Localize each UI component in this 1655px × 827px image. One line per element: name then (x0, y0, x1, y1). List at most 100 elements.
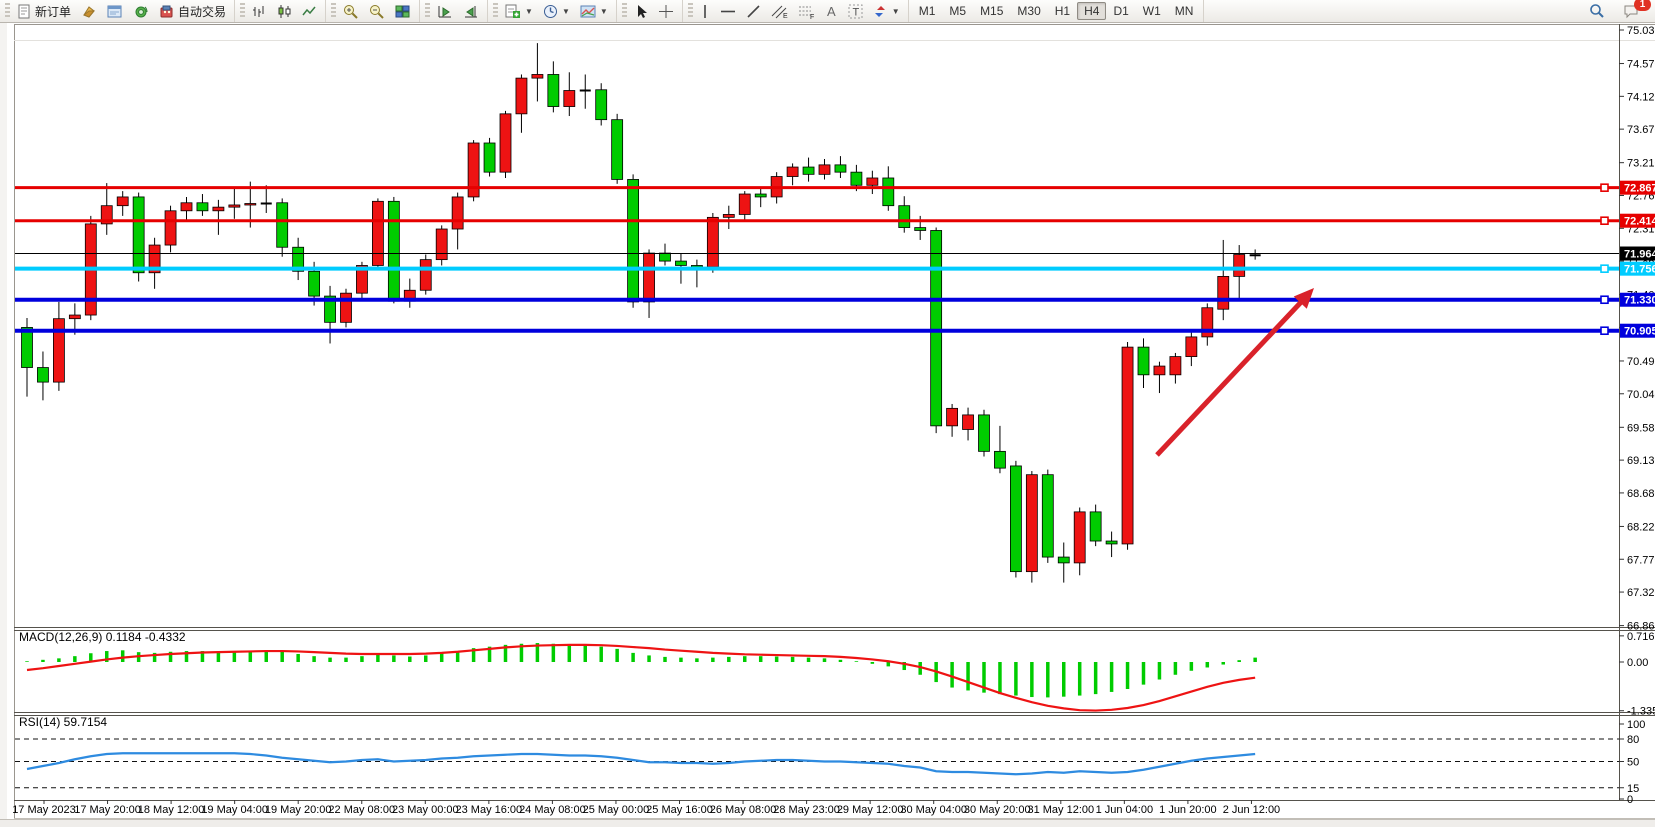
market-watch-icon (133, 4, 149, 19)
macd-indicator-title: MACD(12,26,9) 0.1184 -0.4332 (19, 630, 186, 644)
time-axis-label: 22 May 08:00 (328, 804, 395, 816)
toolbar-group (420, 0, 489, 22)
time-axis-label: 1 Jun 20:00 (1159, 804, 1217, 816)
crosshair-icon[interactable] (653, 2, 679, 21)
toolbar-group (617, 0, 683, 22)
templates-button[interactable]: ▼ (575, 2, 613, 21)
zoom-in-icon (343, 4, 359, 19)
svg-text:74.570: 74.570 (1627, 59, 1655, 71)
time-axis-label: 24 May 08:00 (519, 804, 586, 816)
notifications-icon[interactable]: 1 (1618, 0, 1651, 21)
terminal-window-icon[interactable] (102, 2, 128, 21)
vertical-line-icon (700, 4, 710, 19)
toolbar-group (235, 0, 327, 22)
zoom-out-icon[interactable] (364, 2, 390, 21)
templates-button-icon (580, 4, 596, 19)
text-icon: A (825, 4, 838, 19)
time-axis-label: 23 May 00:00 (392, 804, 459, 816)
svg-text:66.860: 66.860 (1627, 621, 1655, 633)
svg-text:68.680: 68.680 (1627, 488, 1655, 500)
zoom-in-icon[interactable] (338, 2, 364, 21)
charts-gallery-icon[interactable] (76, 2, 102, 21)
time-axis-label: 23 May 16:00 (456, 804, 523, 816)
charts-gallery-icon (81, 4, 97, 19)
toolbar-grip[interactable] (687, 3, 693, 19)
zoom-out-icon (369, 4, 385, 19)
cursor-icon (634, 4, 648, 19)
timeframe-w1[interactable]: W1 (1142, 4, 1161, 18)
line-chart-icon[interactable] (297, 2, 322, 21)
auto-scroll-icon (437, 4, 453, 19)
tile-windows-icon[interactable] (390, 2, 416, 21)
toolbar-grip[interactable] (5, 3, 10, 19)
svg-text:E: E (783, 13, 788, 19)
svg-text:-1.3351: -1.3351 (1627, 706, 1655, 718)
horizontal-line-icon[interactable] (715, 2, 741, 21)
arrows-icon (874, 4, 888, 19)
svg-text:69.580: 69.580 (1627, 422, 1655, 434)
cursor-icon[interactable] (629, 2, 653, 21)
bar-chart-icon[interactable] (247, 2, 272, 21)
timeframe-d1[interactable]: D1 (1113, 4, 1129, 18)
notification-badge: 1 (1634, 0, 1651, 11)
timeframe-m5[interactable]: M5 (949, 4, 967, 18)
auto-scroll-icon[interactable] (432, 2, 458, 21)
svg-text:T: T (852, 6, 859, 18)
text-label-icon: T (848, 4, 864, 19)
svg-text:F: F (810, 14, 814, 19)
price-chart[interactable]: 75.03074.57074.12073.67073.21072.76072.3… (7, 23, 1655, 819)
chart-window: ▼ USOil-,H4 71.944 72.016 71.878 71.964 … (0, 23, 1655, 819)
horizontal-line-icon (720, 4, 736, 19)
toolbar-grip[interactable] (493, 3, 499, 19)
auto-trading-button[interactable]: 自动交易 (154, 1, 231, 22)
time-axis-label: 28 May 23:00 (773, 804, 840, 816)
text-icon[interactable]: A (820, 2, 843, 21)
candlestick-chart-icon[interactable] (272, 2, 297, 21)
time-axis-label: 1 Jun 04:00 (1096, 804, 1154, 816)
svg-text:68.220: 68.220 (1627, 521, 1655, 533)
toolbar-grip[interactable] (621, 3, 627, 19)
dropdown-caret-icon[interactable]: ▼ (561, 6, 570, 16)
time-axis-label: 25 May 00:00 (583, 804, 650, 816)
time-axis-label: 25 May 16:00 (646, 804, 713, 816)
toolbar-grip[interactable] (425, 3, 431, 19)
dropdown-caret-icon[interactable]: ▼ (525, 6, 533, 16)
svg-text:0.00: 0.00 (1627, 657, 1648, 669)
market-watch-icon[interactable] (128, 2, 154, 21)
svg-text:80: 80 (1627, 734, 1639, 746)
equidistant-channel-icon[interactable]: E (766, 2, 793, 21)
timeframe-m1[interactable]: M1 (918, 4, 936, 18)
candlestick-chart-icon (277, 4, 292, 19)
svg-text:72.867: 72.867 (1624, 183, 1655, 195)
svg-text:67.770: 67.770 (1627, 554, 1655, 566)
svg-text:75.030: 75.030 (1627, 25, 1655, 37)
chart-shift-icon[interactable] (458, 2, 484, 21)
chart-shift-icon (463, 4, 479, 19)
dropdown-caret-icon[interactable]: ▼ (599, 6, 608, 16)
periods-button[interactable]: ▼ (538, 2, 575, 21)
toolbar-right: 1 (1584, 0, 1655, 21)
new-order-button[interactable]: 新订单 (12, 1, 76, 22)
time-axis-label: 30 May 20:00 (964, 804, 1031, 816)
toolbar-group: 新订单 自动交易 (0, 0, 236, 22)
trendline-icon[interactable] (741, 2, 766, 21)
toolbar-grip[interactable] (331, 3, 337, 19)
time-axis-label: 17 May 20:00 (74, 804, 141, 816)
timeframe-m15[interactable]: M15 (980, 4, 1004, 18)
new-chart-button[interactable]: ▼ (500, 2, 538, 21)
auto-trading-button-label: 自动交易 (178, 4, 227, 19)
arrows-icon[interactable]: ▼ (869, 2, 905, 21)
vertical-line-icon[interactable] (695, 2, 715, 21)
new-order-button-icon (17, 4, 32, 19)
dropdown-caret-icon[interactable]: ▼ (891, 6, 900, 16)
timeframe-m30[interactable]: M30 (1017, 4, 1041, 18)
timeframe-h1[interactable]: H1 (1054, 4, 1071, 18)
fibonacci-icon[interactable]: F (793, 2, 820, 21)
toolbar-grip[interactable] (240, 3, 246, 19)
search-icon[interactable] (1584, 1, 1610, 21)
svg-text:71.756: 71.756 (1624, 264, 1655, 276)
timeframe-h4[interactable]: H4 (1077, 2, 1107, 20)
time-axis-label: 30 May 04:00 (900, 804, 967, 816)
timeframe-mn[interactable]: MN (1174, 4, 1194, 18)
text-label-icon[interactable]: T (843, 2, 869, 21)
